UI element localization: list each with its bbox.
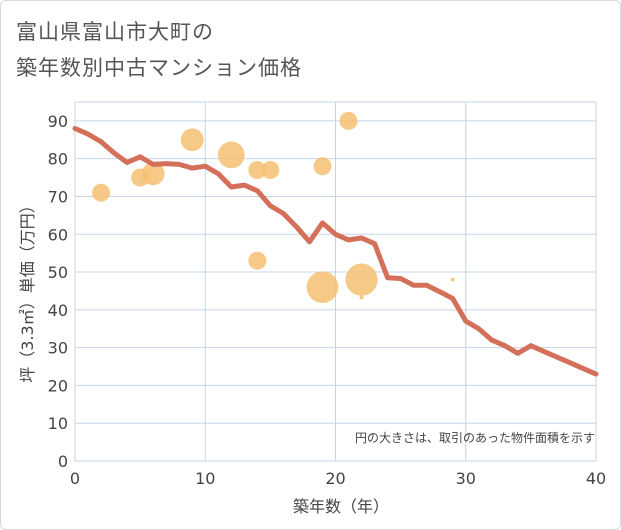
y-tick-label-40: 40 xyxy=(48,301,68,320)
x-tick-labels: 0 10 20 30 40 xyxy=(70,469,606,488)
bubble-3 xyxy=(180,128,204,152)
x-tick-label-10: 10 xyxy=(195,469,215,488)
line-layer xyxy=(72,126,599,377)
grid xyxy=(74,101,597,462)
x-tick-label-20: 20 xyxy=(325,469,345,488)
y-tick-label-70: 70 xyxy=(48,187,68,206)
chart-title-line2: 築年数別中古マンション価格 xyxy=(16,56,302,80)
chart-note: 円の大きさは、取引のあった物件面積を示す xyxy=(355,430,595,445)
x-axis-label: 築年数（年） xyxy=(293,497,389,516)
y-tick-label-30: 30 xyxy=(48,339,68,358)
x-tick-label-30: 30 xyxy=(456,469,476,488)
bubble-6 xyxy=(261,161,280,180)
bubble-4 xyxy=(217,141,245,169)
bubble-11 xyxy=(345,263,378,296)
y-axis-label: 坪（3.3㎡）単価（万円） xyxy=(18,197,37,382)
x-tick-label-40: 40 xyxy=(586,469,606,488)
bubble-7 xyxy=(248,251,267,270)
y-tick-label-60: 60 xyxy=(48,225,68,244)
bubble-0 xyxy=(92,183,111,202)
bubble-9 xyxy=(339,111,358,130)
bubble-10 xyxy=(306,271,339,304)
chart-title: 富山県富山市大町の 築年数別中古マンション価格 xyxy=(16,14,302,86)
y-tick-label-90: 90 xyxy=(48,112,68,131)
y-tick-label-20: 20 xyxy=(48,376,68,395)
bubble-5 xyxy=(248,161,267,180)
series-line-trend xyxy=(72,126,599,377)
y-tick-label-10: 10 xyxy=(48,414,68,433)
bubble-8 xyxy=(313,157,332,176)
y-tick-labels: 0 10 20 30 40 50 60 70 80 90 xyxy=(48,112,68,471)
chart-title-line1: 富山県富山市大町の xyxy=(16,20,214,44)
y-tick-label-50: 50 xyxy=(48,263,68,282)
y-tick-label-80: 80 xyxy=(48,150,68,169)
y-tick-label-0: 0 xyxy=(58,452,68,471)
bubble-2 xyxy=(141,162,165,186)
bubble-layer xyxy=(92,111,455,304)
x-tick-label-0: 0 xyxy=(70,469,80,488)
bubble-12 xyxy=(359,295,364,300)
bubble-13 xyxy=(450,277,455,282)
